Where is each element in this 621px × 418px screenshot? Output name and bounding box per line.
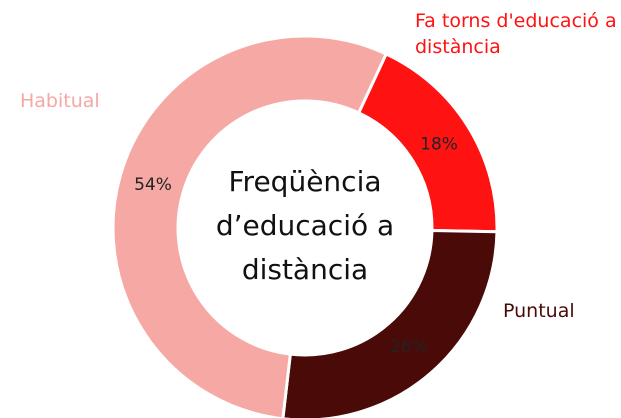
category-label: Puntual <box>503 300 575 322</box>
chart-title: Freqüència d’educació a distància <box>215 165 395 286</box>
donut-segment <box>111 34 389 418</box>
value-label: 26% <box>390 337 428 357</box>
value-label: 54% <box>134 175 172 195</box>
donut-segment <box>281 228 499 418</box>
value-label: 18% <box>420 134 458 154</box>
category-label: Fa torns d'educació a distància <box>415 10 617 58</box>
category-label: Habitual <box>20 90 100 112</box>
